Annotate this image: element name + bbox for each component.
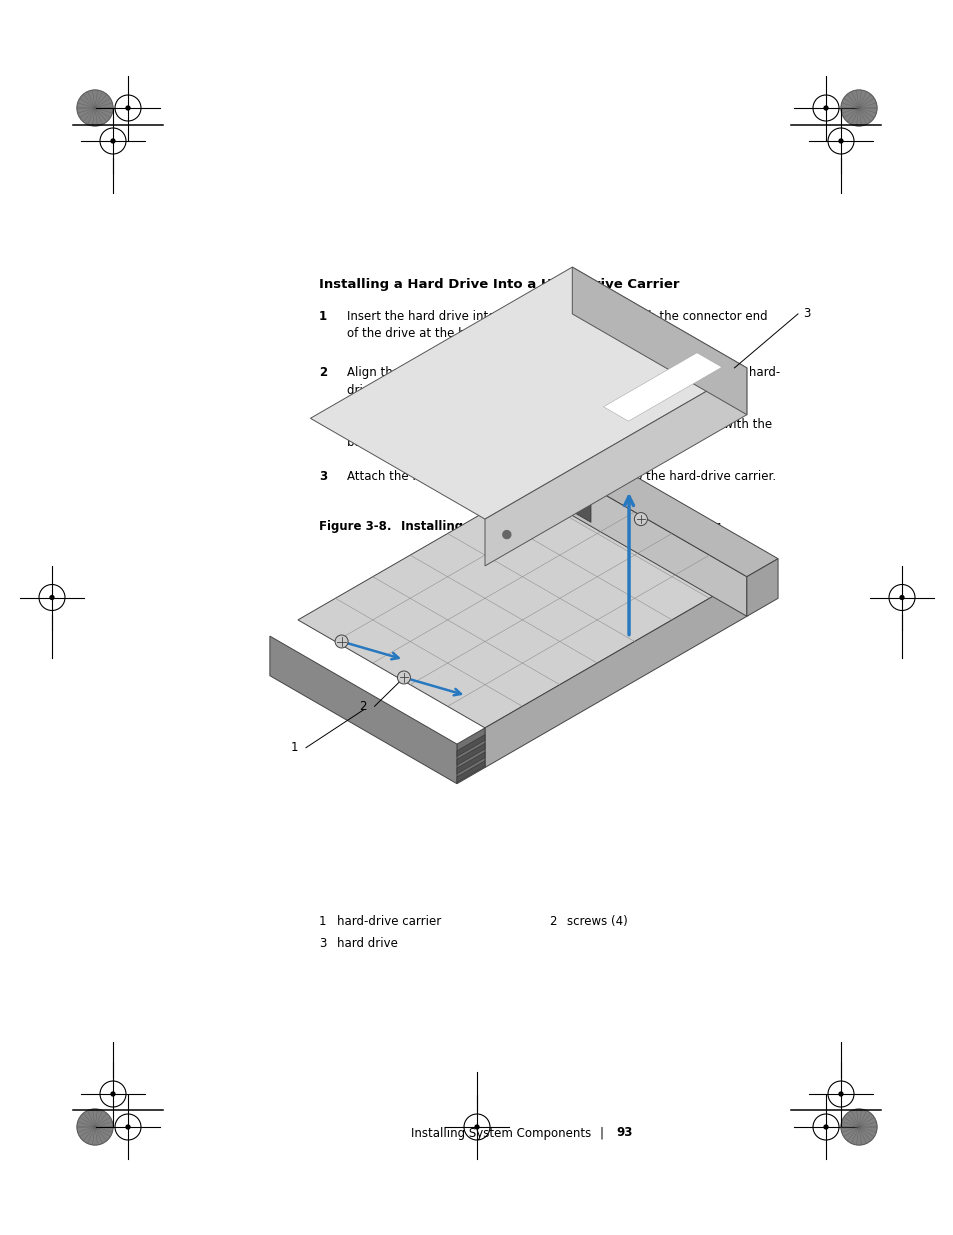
Circle shape <box>126 1125 130 1129</box>
Text: 3: 3 <box>318 471 327 483</box>
Polygon shape <box>270 636 456 784</box>
Polygon shape <box>484 577 746 767</box>
Text: 2: 2 <box>318 366 327 379</box>
Polygon shape <box>559 473 590 522</box>
Polygon shape <box>559 451 778 577</box>
Circle shape <box>111 1092 114 1095</box>
Circle shape <box>50 595 54 599</box>
Circle shape <box>841 1109 876 1145</box>
Polygon shape <box>572 267 746 415</box>
Polygon shape <box>297 469 746 727</box>
Text: When aligned correctly, the back of the hard drive will be flush with the
back o: When aligned correctly, the back of the … <box>347 417 771 448</box>
Circle shape <box>335 635 348 648</box>
Polygon shape <box>456 735 484 756</box>
Text: 3: 3 <box>318 937 326 950</box>
Circle shape <box>899 595 903 599</box>
Text: Installing a Hard Drive Into a Hard-Drive Carrier: Installing a Hard Drive Into a Hard-Driv… <box>318 278 679 291</box>
Text: Attach the four screws to secure the hard drive to the hard-drive carrier.: Attach the four screws to secure the har… <box>347 471 776 483</box>
Circle shape <box>839 140 842 143</box>
Text: 1: 1 <box>318 310 327 324</box>
Text: 1: 1 <box>290 741 297 755</box>
Text: 3: 3 <box>802 308 809 320</box>
Polygon shape <box>456 743 484 766</box>
Text: 2: 2 <box>548 915 556 927</box>
Text: Installing a Hard Drive Into a Hard-Drive Carrier: Installing a Hard Drive Into a Hard-Driv… <box>400 520 720 534</box>
Text: 2: 2 <box>358 700 366 713</box>
Circle shape <box>634 513 647 526</box>
Text: Align the screw holes on the hard drive with the set of holes on the hard-
drive: Align the screw holes on the hard drive … <box>347 366 780 396</box>
Circle shape <box>823 106 827 110</box>
Circle shape <box>111 140 114 143</box>
Polygon shape <box>746 558 778 616</box>
Circle shape <box>77 1109 112 1145</box>
Circle shape <box>841 90 876 126</box>
Circle shape <box>126 106 130 110</box>
Text: 1: 1 <box>318 915 326 927</box>
Text: hard-drive carrier: hard-drive carrier <box>336 915 441 927</box>
Circle shape <box>397 671 410 684</box>
Circle shape <box>502 531 510 538</box>
Text: hard drive: hard drive <box>336 937 397 950</box>
Polygon shape <box>603 353 721 421</box>
Text: 93: 93 <box>616 1126 632 1140</box>
Circle shape <box>823 1125 827 1129</box>
Text: screws (4): screws (4) <box>566 915 627 927</box>
Circle shape <box>77 90 112 126</box>
Polygon shape <box>559 469 746 616</box>
Text: Installing System Components: Installing System Components <box>411 1126 591 1140</box>
Text: Insert the hard drive into the hard-drive carrier with the connector end
of the : Insert the hard drive into the hard-driv… <box>347 310 767 341</box>
Polygon shape <box>456 752 484 774</box>
Polygon shape <box>456 761 484 783</box>
Polygon shape <box>310 267 746 519</box>
Polygon shape <box>484 368 746 566</box>
Circle shape <box>475 1125 478 1129</box>
Text: Figure 3-8.: Figure 3-8. <box>318 520 391 534</box>
Polygon shape <box>456 727 484 784</box>
Circle shape <box>839 1092 842 1095</box>
Text: |: | <box>598 1126 603 1140</box>
